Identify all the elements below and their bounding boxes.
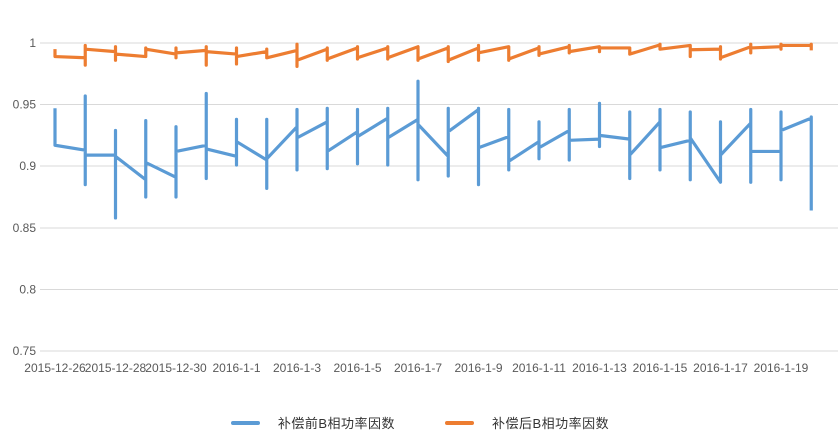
- x-tick-label: 2015-12-30: [145, 361, 207, 375]
- y-tick-label: 0.75: [13, 344, 37, 358]
- y-tick-label: 0.85: [13, 221, 37, 235]
- legend-dash-icon: [445, 420, 474, 425]
- legend-label: 补偿后B相功率因数: [492, 416, 610, 431]
- legend-label: 补偿前B相功率因数: [277, 416, 395, 431]
- y-tick-label: 0.95: [13, 98, 37, 112]
- x-tick-label: 2016-1-19: [754, 361, 809, 375]
- x-tick-label: 2016-1-1: [212, 361, 260, 375]
- series-line-after-compensation: [53, 42, 813, 69]
- legend-item-before-compensation[interactable]: 补偿前B相功率因数: [230, 413, 395, 432]
- series-line-before-compensation: [53, 79, 813, 220]
- y-tick-label: 0.9: [19, 159, 36, 173]
- x-tick-label: 2015-12-26: [24, 361, 86, 375]
- x-tick-label: 2016-1-5: [333, 361, 381, 375]
- x-tick-label: 2016-1-7: [394, 361, 442, 375]
- x-tick-label: 2016-1-15: [633, 361, 688, 375]
- legend-item-after-compensation[interactable]: 补偿后B相功率因数: [445, 413, 609, 432]
- x-tick-label: 2016-1-13: [572, 361, 627, 375]
- y-tick-label: 0.8: [19, 282, 36, 296]
- x-tick-label: 2016-1-17: [693, 361, 748, 375]
- x-tick-label: 2016-1-3: [273, 361, 321, 375]
- x-tick-label: 2015-12-28: [85, 361, 147, 375]
- x-tick-label: 2016-1-9: [454, 361, 502, 375]
- legend-dash-icon: [230, 420, 260, 425]
- x-tick-label: 2016-1-11: [512, 361, 566, 375]
- y-tick-label: 1: [29, 36, 36, 50]
- chart-legend: 补偿前B相功率因数 补偿后B相功率因数: [0, 413, 840, 432]
